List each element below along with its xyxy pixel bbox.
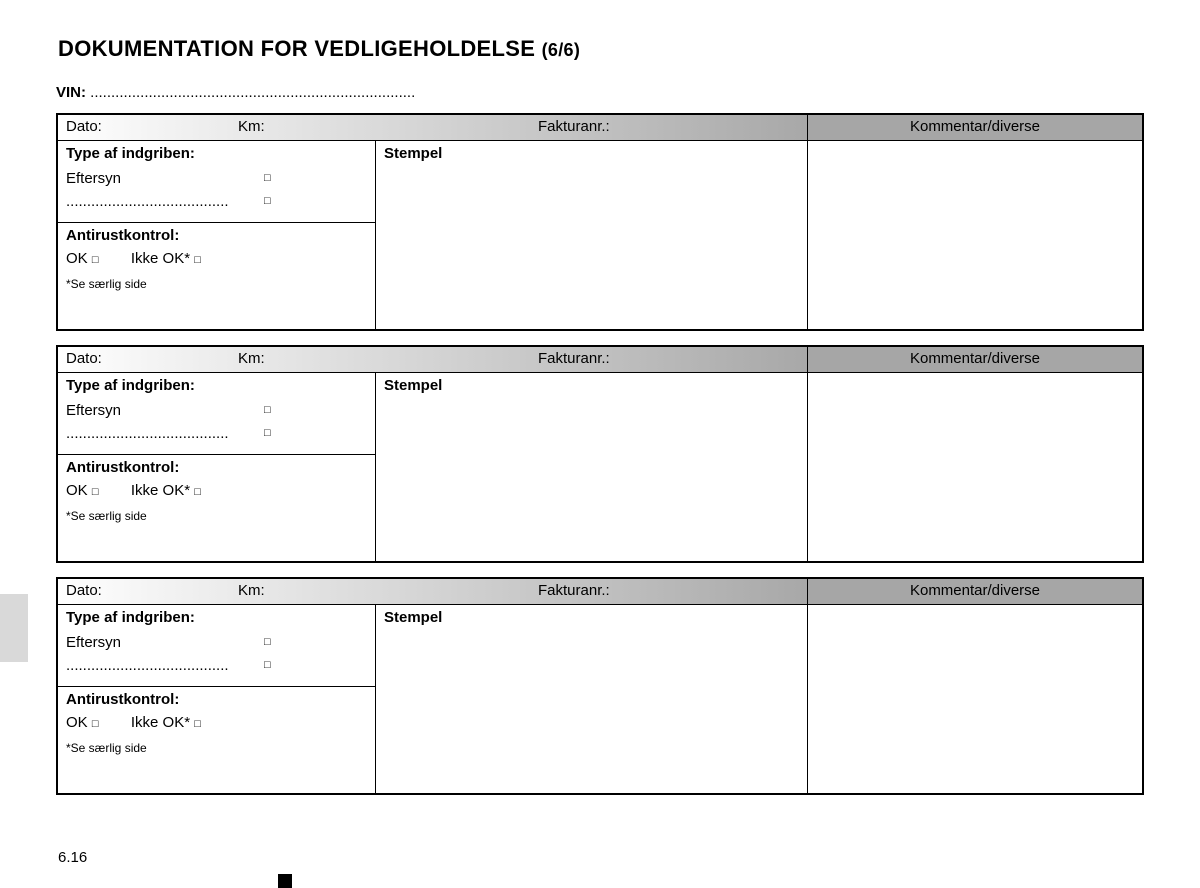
header-km: Km:: [238, 115, 538, 140]
ikkeok-text: Ikke OK*: [131, 250, 190, 267]
eftersyn-text: Eftersyn: [66, 170, 264, 187]
other-checkbox[interactable]: □: [264, 196, 271, 207]
antirust-label: Antirustkontrol:: [66, 227, 367, 244]
header-km: Km:: [238, 579, 538, 604]
eftersyn-row: Eftersyn □: [66, 402, 367, 419]
header-left: Dato: Km: Fakturanr.:: [58, 347, 808, 372]
vin-dots: ........................................…: [90, 84, 415, 101]
side-tab: [0, 594, 28, 662]
other-dots: .......................................: [66, 193, 264, 210]
header-left: Dato: Km: Fakturanr.:: [58, 579, 808, 604]
col-type: Type af indgriben: Eftersyn □ ..........…: [58, 373, 376, 561]
other-checkbox[interactable]: □: [264, 428, 271, 439]
other-checkbox[interactable]: □: [264, 660, 271, 671]
other-row: ....................................... …: [66, 657, 367, 674]
ikkeok-checkbox[interactable]: □: [194, 486, 201, 498]
type-box: Type af indgriben: Eftersyn □ ..........…: [58, 373, 375, 455]
other-row: ....................................... …: [66, 425, 367, 442]
other-dots: .......................................: [66, 657, 264, 674]
header-kommentar: Kommentar/diverse: [808, 579, 1142, 604]
type-box: Type af indgriben: Eftersyn □ ..........…: [58, 141, 375, 223]
header-dato: Dato:: [66, 347, 238, 372]
eftersyn-checkbox[interactable]: □: [264, 637, 271, 648]
antirust-note: *Se særlig side: [66, 741, 367, 755]
ok-text: OK: [66, 250, 88, 267]
col-kommentar: [808, 373, 1142, 561]
ok-text: OK: [66, 482, 88, 499]
other-row: ....................................... …: [66, 193, 367, 210]
eftersyn-text: Eftersyn: [66, 634, 264, 651]
page-content: DOKUMENTATION FOR VEDLIGEHOLDELSE (6/6) …: [0, 0, 1200, 795]
antirust-ok-row: OK □ Ikke OK* □: [66, 250, 367, 267]
antirust-ok-row: OK □ Ikke OK* □: [66, 714, 367, 731]
title-main: DOKUMENTATION FOR VEDLIGEHOLDELSE: [58, 36, 535, 61]
eftersyn-row: Eftersyn □: [66, 634, 367, 651]
block-body: Type af indgriben: Eftersyn □ ..........…: [58, 141, 1142, 329]
type-box: Type af indgriben: Eftersyn □ ..........…: [58, 605, 375, 687]
block-body: Type af indgriben: Eftersyn □ ..........…: [58, 373, 1142, 561]
type-label: Type af indgriben:: [66, 145, 367, 162]
vin-label: VIN:: [56, 84, 86, 101]
service-block: Dato: Km: Fakturanr.: Kommentar/diverse …: [56, 113, 1144, 331]
antirust-ok-row: OK □ Ikke OK* □: [66, 482, 367, 499]
antirust-label: Antirustkontrol:: [66, 691, 367, 708]
header-kommentar: Kommentar/diverse: [808, 347, 1142, 372]
eftersyn-checkbox[interactable]: □: [264, 173, 271, 184]
header-left: Dato: Km: Fakturanr.:: [58, 115, 808, 140]
type-label: Type af indgriben:: [66, 609, 367, 626]
ok-checkbox[interactable]: □: [92, 254, 99, 266]
service-block: Dato: Km: Fakturanr.: Kommentar/diverse …: [56, 345, 1144, 563]
stempel-label: Stempel: [384, 145, 442, 162]
stempel-label: Stempel: [384, 377, 442, 394]
service-block: Dato: Km: Fakturanr.: Kommentar/diverse …: [56, 577, 1144, 795]
header-dato: Dato:: [66, 115, 238, 140]
antirust-note: *Se særlig side: [66, 509, 367, 523]
header-fakturanr: Fakturanr.:: [538, 115, 807, 140]
header-kommentar: Kommentar/diverse: [808, 115, 1142, 140]
antirust-box: Antirustkontrol: OK □ Ikke OK* □ *Se sær…: [58, 687, 375, 793]
col-stempel: Stempel: [376, 373, 808, 561]
eftersyn-checkbox[interactable]: □: [264, 405, 271, 416]
col-kommentar: [808, 605, 1142, 793]
ikkeok-text: Ikke OK*: [131, 482, 190, 499]
block-header: Dato: Km: Fakturanr.: Kommentar/diverse: [58, 579, 1142, 605]
bottom-crop-mark: [278, 874, 292, 888]
eftersyn-text: Eftersyn: [66, 402, 264, 419]
ikkeok-text: Ikke OK*: [131, 714, 190, 731]
antirust-note: *Se særlig side: [66, 277, 367, 291]
ok-text: OK: [66, 714, 88, 731]
col-type: Type af indgriben: Eftersyn □ ..........…: [58, 141, 376, 329]
col-type: Type af indgriben: Eftersyn □ ..........…: [58, 605, 376, 793]
other-dots: .......................................: [66, 425, 264, 442]
header-fakturanr: Fakturanr.:: [538, 579, 807, 604]
col-stempel: Stempel: [376, 605, 808, 793]
type-label: Type af indgriben:: [66, 377, 367, 394]
block-header: Dato: Km: Fakturanr.: Kommentar/diverse: [58, 115, 1142, 141]
ikkeok-checkbox[interactable]: □: [194, 718, 201, 730]
antirust-box: Antirustkontrol: OK □ Ikke OK* □ *Se sær…: [58, 223, 375, 329]
eftersyn-row: Eftersyn □: [66, 170, 367, 187]
col-kommentar: [808, 141, 1142, 329]
stempel-label: Stempel: [384, 609, 442, 626]
ikkeok-checkbox[interactable]: □: [194, 254, 201, 266]
ok-checkbox[interactable]: □: [92, 718, 99, 730]
title-sub: (6/6): [542, 40, 581, 60]
block-header: Dato: Km: Fakturanr.: Kommentar/diverse: [58, 347, 1142, 373]
header-fakturanr: Fakturanr.:: [538, 347, 807, 372]
antirust-box: Antirustkontrol: OK □ Ikke OK* □ *Se sær…: [58, 455, 375, 561]
ok-checkbox[interactable]: □: [92, 486, 99, 498]
page-number: 6.16: [58, 849, 87, 866]
header-km: Km:: [238, 347, 538, 372]
vin-row: VIN: ...................................…: [56, 84, 1144, 101]
col-stempel: Stempel: [376, 141, 808, 329]
header-dato: Dato:: [66, 579, 238, 604]
page-title: DOKUMENTATION FOR VEDLIGEHOLDELSE (6/6): [58, 36, 1144, 62]
block-body: Type af indgriben: Eftersyn □ ..........…: [58, 605, 1142, 793]
antirust-label: Antirustkontrol:: [66, 459, 367, 476]
